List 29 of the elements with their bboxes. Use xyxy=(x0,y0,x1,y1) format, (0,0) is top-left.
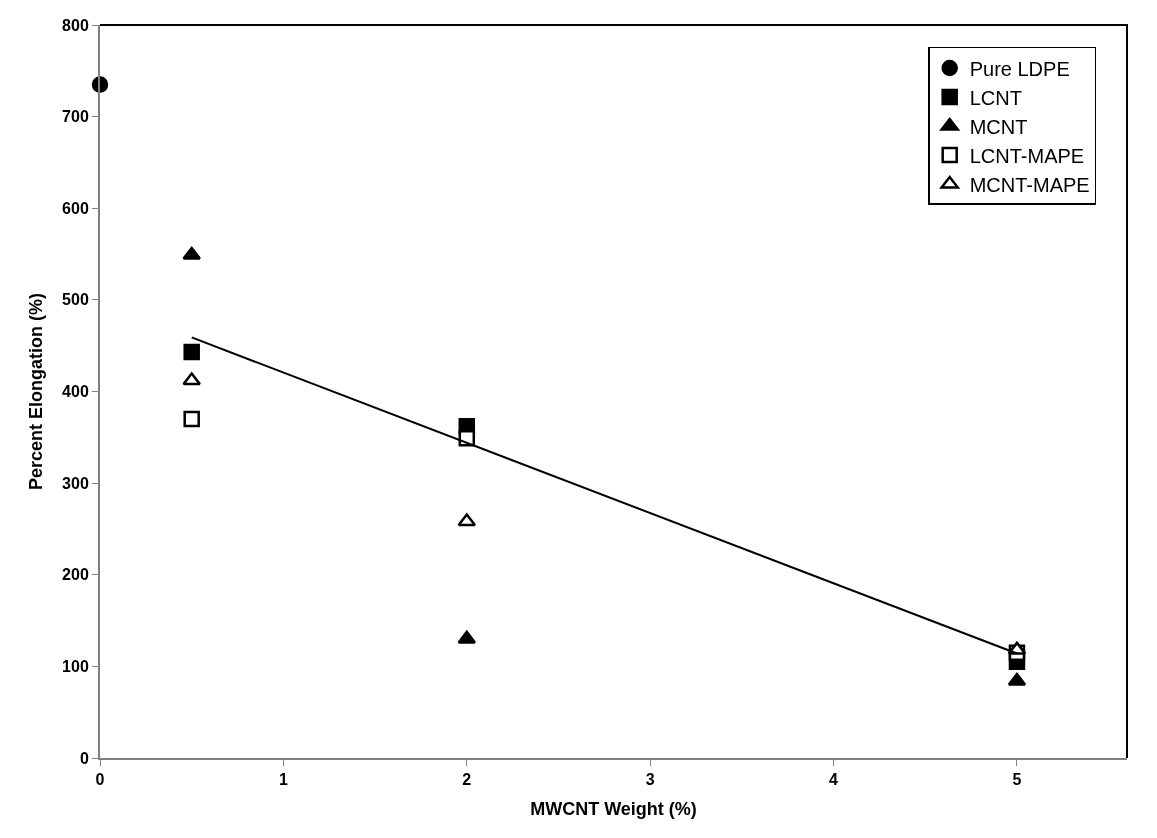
legend-label: LCNT-MAPE xyxy=(969,144,1085,167)
x-tick-label: 4 xyxy=(829,771,839,789)
x-tick-label: 2 xyxy=(462,771,472,789)
x-tick-label: 3 xyxy=(645,771,655,789)
x-tick-label: 1 xyxy=(278,771,288,789)
point xyxy=(183,343,200,361)
y-tick-label: 800 xyxy=(62,16,89,34)
point xyxy=(457,513,477,527)
y-tick-label: 100 xyxy=(62,657,89,675)
point xyxy=(457,630,477,644)
x-tick-label: 0 xyxy=(95,771,105,789)
point xyxy=(182,372,202,386)
point xyxy=(183,410,200,428)
y-tick-label: 200 xyxy=(62,566,89,584)
y-tick-label: 300 xyxy=(62,474,89,492)
x-axis-title: MWCNT Weight (%) xyxy=(530,798,697,819)
y-tick-label: 600 xyxy=(62,199,89,217)
x-tick-label: 5 xyxy=(1012,771,1022,789)
y-tick-label: 500 xyxy=(62,291,89,309)
legend-label: MCNT-MAPE xyxy=(969,173,1090,196)
legend-label: Pure LDPE xyxy=(969,57,1070,80)
point xyxy=(182,246,202,260)
y-tick-label: 400 xyxy=(62,383,89,401)
y-tick-label: 0 xyxy=(79,749,89,767)
legend-label: MCNT xyxy=(969,115,1028,138)
y-axis-title: Percent Elongation (%) xyxy=(25,292,46,491)
point xyxy=(1007,672,1027,686)
legend-label: LCNT xyxy=(969,86,1022,109)
y-tick-label: 700 xyxy=(62,108,89,126)
